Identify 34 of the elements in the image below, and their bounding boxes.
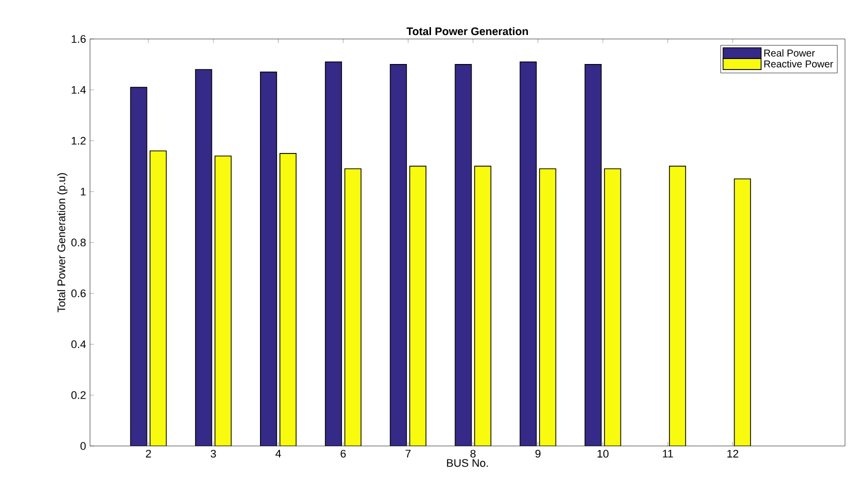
y-tick-label: 0 [80, 442, 86, 450]
bar [539, 168, 556, 446]
legend-label: Real Power [764, 49, 815, 57]
bar [409, 166, 426, 446]
y-tick-label: 1 [80, 188, 86, 196]
x-tick-label: 9 [535, 450, 540, 458]
x-tick-label: 11 [662, 450, 673, 458]
x-tick-label: 8 [470, 450, 476, 458]
x-tick-label: 4 [275, 450, 281, 458]
x-tick-label: 7 [406, 450, 411, 458]
bar [344, 168, 362, 446]
x-tick-label: 6 [340, 450, 346, 458]
bar [214, 156, 232, 446]
y-tick-label: 0.2 [71, 391, 86, 399]
x-tick-label: 2 [146, 450, 151, 458]
bar [474, 166, 492, 446]
y-tick-label: 0.6 [71, 289, 86, 298]
y-tick-label: 1.4 [72, 86, 86, 94]
bar [150, 150, 167, 446]
x-axis-title: BUS No. [447, 459, 488, 467]
y-axis-title: Total Power Generation (p.u) [57, 173, 68, 312]
y-tick-label: 0.8 [71, 238, 86, 246]
legend-label: Reactive Power [764, 60, 834, 68]
y-tick-label: 1.2 [72, 136, 86, 145]
y-tick-label: 1.6 [72, 35, 86, 43]
x-tick-label: 12 [727, 450, 738, 458]
bar [604, 168, 622, 446]
x-tick-label: 10 [598, 450, 609, 458]
bar [669, 166, 686, 446]
x-tick-label: 3 [210, 450, 216, 458]
chart-title: Total Power Generation [406, 27, 528, 36]
bar [279, 153, 297, 446]
y-tick-label: 0.4 [71, 340, 86, 348]
bar [734, 178, 751, 446]
